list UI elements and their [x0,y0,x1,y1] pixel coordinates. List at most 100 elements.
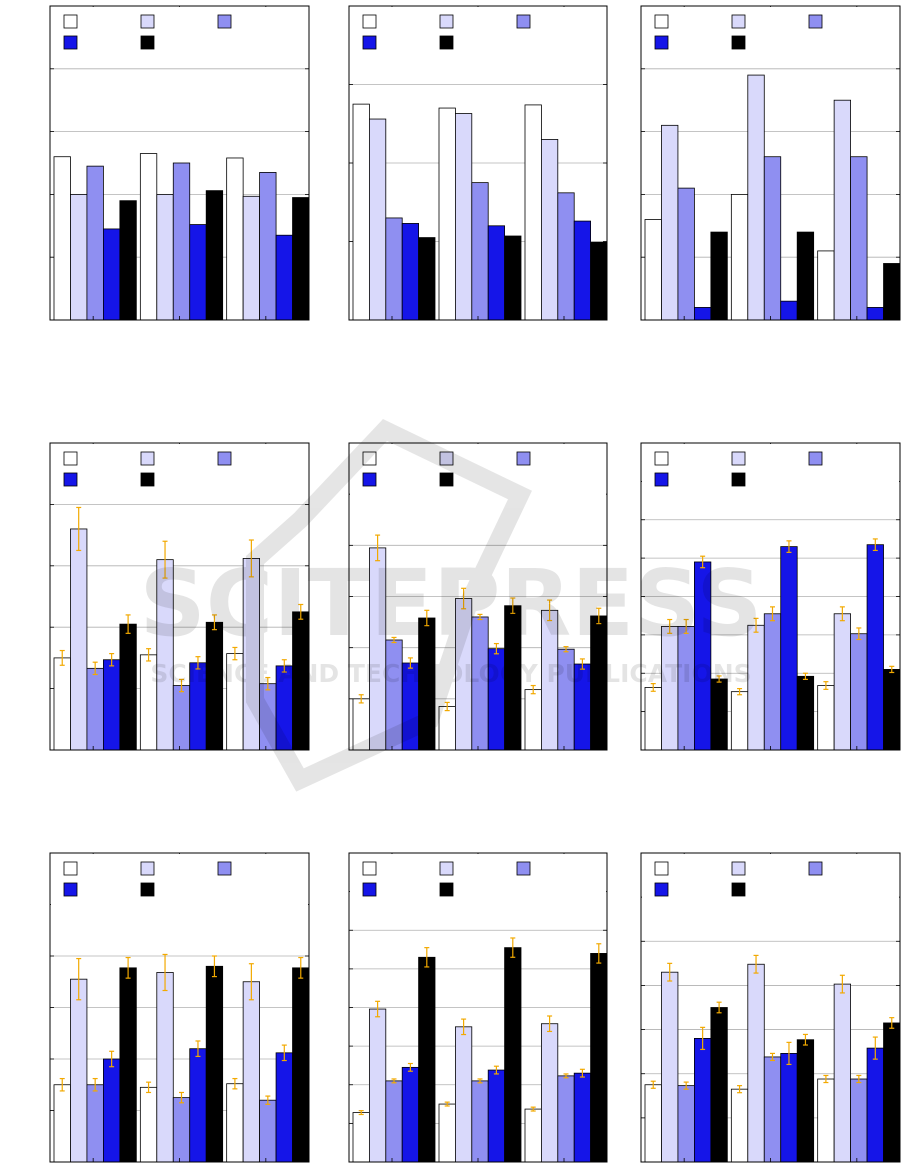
bar-series-2-cat-1 [70,978,88,1163]
chart-panel-8 [348,852,608,1163]
bar-series-3-cat-3 [259,1099,277,1163]
chart-panel-9 [640,852,901,1163]
legend-swatch-series-5 [140,35,155,50]
bar-series-3-cat-1 [677,1085,695,1163]
legend-background [51,7,308,64]
bar-series-5-cat-1 [418,956,436,1163]
bars [644,963,901,1163]
bar-series-4-cat-2 [780,300,798,321]
bar-series-4-cat-3 [573,1072,592,1163]
bar-series-1-cat-1 [352,103,370,321]
bars [53,528,310,751]
plot-frame [348,852,608,1163]
legend-background [350,444,606,501]
bars [352,547,608,751]
bar-series-4-cat-1 [694,1038,712,1163]
legend-swatch-series-5 [140,472,155,487]
bar-series-4-cat-1 [694,307,712,321]
bar-series-3-cat-1 [86,165,104,321]
bar-series-5-cat-2 [504,947,522,1163]
bar-series-4-cat-3 [866,1047,884,1163]
bar-series-2-cat-1 [368,118,387,321]
plot-frame [49,442,310,751]
bar-series-3-cat-3 [850,156,868,321]
bar-series-1-cat-3 [524,104,542,321]
legend-swatch-series-4 [362,472,377,487]
legend-swatch-series-5 [731,472,746,487]
bar-series-5-cat-2 [796,675,815,751]
legend-swatch-series-2 [439,14,454,29]
legend-swatch-series-1 [63,14,78,29]
bar-series-1-cat-1 [644,687,662,751]
legend-swatch-series-1 [362,451,377,466]
bar-series-5-cat-3 [883,669,901,751]
legend-swatch-series-1 [63,451,78,466]
bar-series-5-cat-2 [504,235,522,321]
bar-series-3-cat-2 [172,162,191,321]
bar-series-3-cat-3 [259,172,277,321]
legend-swatch-series-2 [140,861,155,876]
bar-series-2-cat-2 [454,113,473,321]
bar-series-1-cat-2 [730,193,749,321]
bar-series-5-cat-3 [292,967,310,1163]
legend-swatch-series-2 [140,451,155,466]
legend-swatch-series-4 [362,882,377,897]
legend-swatch-series-3 [516,451,531,466]
legend-background [350,7,606,64]
plot-frame [348,5,608,321]
bar-series-1-cat-3 [817,250,835,321]
legend-background [642,444,899,501]
watermark-logo-shape [246,419,532,792]
plot-frame [49,852,310,1163]
plot-frame [640,442,901,751]
bar-series-5-cat-3 [590,241,608,321]
bar-series-2-cat-3 [833,613,852,751]
bars [644,74,901,321]
plot-frame [640,5,901,321]
bar-series-5-cat-3 [590,953,608,1163]
legend [350,854,606,911]
bar-series-2-cat-2 [156,972,174,1163]
plot-frame [348,442,608,751]
bar-series-4-cat-3 [275,1052,293,1163]
legend-swatch-series-1 [654,861,669,876]
watermark-sub-text: SCIENCE AND TECHNOLOGY PUBLICATIONS [150,659,751,688]
bar-series-3-cat-2 [763,1056,782,1163]
legend-swatch-series-4 [63,472,78,487]
bar-series-1-cat-2 [730,691,749,751]
bar-series-3-cat-1 [86,667,104,751]
legend-swatch-series-3 [516,14,531,29]
bar-series-3-cat-2 [172,685,191,751]
bar-series-1-cat-1 [644,219,662,321]
bar-series-1-cat-1 [644,1084,662,1163]
plot-frame [49,5,310,321]
chart-panel-1 [49,5,310,321]
bar-series-5-cat-2 [205,965,224,1163]
legend-swatch-series-5 [140,882,155,897]
bar-series-5-cat-3 [292,197,310,321]
bar-series-1-cat-1 [53,156,71,321]
legend-background [51,854,308,911]
bar-series-2-cat-2 [747,963,765,1163]
legend-swatch-series-2 [731,451,746,466]
bar-series-2-cat-2 [747,74,765,321]
bar-series-5-cat-1 [710,1007,728,1163]
legend-swatch-series-4 [63,882,78,897]
error-bars [650,954,895,1094]
bar-series-2-cat-1 [70,193,88,321]
legend-swatch-series-1 [362,14,377,29]
bar-series-3-cat-2 [471,182,489,321]
legend-swatch-series-3 [808,451,823,466]
legend [642,854,899,911]
legend [51,444,308,501]
error-bars [358,937,602,1116]
legend-swatch-series-3 [808,861,823,876]
legend-swatch-series-2 [140,14,155,29]
bar-series-1-cat-2 [139,1086,158,1163]
bar-series-4-cat-2 [780,546,798,751]
bar-series-2-cat-3 [833,99,852,321]
bar-series-5-cat-3 [883,1022,901,1163]
bars [644,544,901,751]
bar-series-4-cat-2 [487,225,506,321]
